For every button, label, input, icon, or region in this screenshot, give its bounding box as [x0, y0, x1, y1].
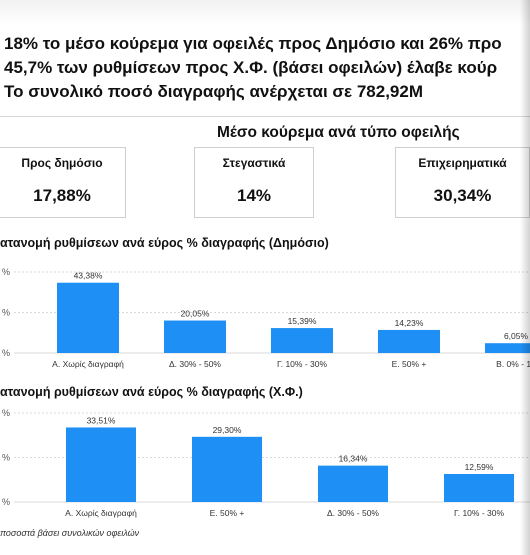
- data-label: 33,51%: [87, 415, 116, 425]
- headline-2: 45,7% των ρυθμίσεων προς Χ.Φ. (βάσει οφε…: [4, 58, 498, 77]
- kpi-card-public: Προς δημόσιο 17,88%: [0, 147, 126, 218]
- y-tick-label: %: [2, 408, 10, 418]
- category-label: Α. Χωρίς διαγραφή: [52, 359, 124, 369]
- y-tick-label: %: [2, 497, 10, 507]
- data-label: 43,38%: [74, 271, 103, 281]
- kpi-label: Προς δημόσιο: [21, 156, 103, 170]
- category-label: Α. Χωρίς διαγραφή: [65, 508, 137, 518]
- headline-3: Το συνολικό ποσό διαγραφής ανέρχεται σε …: [4, 82, 424, 101]
- kpi-label: Επιχειρηματικά: [418, 156, 507, 170]
- bar: [57, 282, 119, 353]
- category-label: Δ. 30% - 50%: [327, 508, 379, 518]
- category-label: Γ. 10% - 30%: [277, 359, 327, 369]
- data-label: 29,30%: [213, 425, 242, 435]
- bar: [192, 436, 262, 502]
- bar: [378, 329, 440, 353]
- data-label: 15,39%: [288, 316, 317, 326]
- y-tick-label: %: [2, 348, 10, 358]
- bar: [271, 328, 333, 353]
- divider: [0, 116, 530, 117]
- edge-shadow: [520, 0, 530, 555]
- bar: [318, 465, 388, 502]
- bar: [485, 343, 530, 353]
- data-label: 14,23%: [395, 318, 424, 328]
- y-tick-label: %: [2, 267, 10, 277]
- kpi-value: 14%: [236, 186, 272, 205]
- y-tick-label: %: [2, 453, 10, 463]
- kpi-value: 30,34%: [433, 186, 492, 205]
- chart-title-households: ατανομή ρυθμίσεων ανά εύρος % διαγραφής …: [0, 385, 303, 399]
- kpi-card-business: Επιχειρηματικά 30,34%: [395, 147, 530, 218]
- kpi-value: 17,88%: [33, 186, 91, 205]
- category-label: Δ. 30% - 50%: [169, 359, 221, 369]
- category-label: Ε. 50% +: [392, 359, 427, 369]
- kpi-card-housing: Στεγαστικά 14%: [194, 147, 314, 218]
- top-bar: [0, 0, 530, 26]
- category-label: Ε. 50% +: [210, 508, 245, 518]
- kpi-section-title: Μέσο κούρεμα ανά τύπο οφειλής: [217, 124, 460, 141]
- category-label: Γ. 10% - 30%: [454, 508, 504, 518]
- chart-title-public: ατανομή ρυθμίσεων ανά εύρος % διαγραφής …: [0, 236, 329, 250]
- data-label: 20,05%: [181, 309, 210, 319]
- bar: [444, 473, 514, 502]
- headline-1: 18% το μέσο κούρεμα για οφειλές προς Δημ…: [4, 34, 502, 53]
- bar: [66, 427, 136, 502]
- data-label: 16,34%: [339, 454, 368, 464]
- data-label: 12,59%: [465, 462, 494, 472]
- bar: [164, 320, 226, 353]
- kpi-label: Στεγαστικά: [222, 156, 286, 170]
- public-debt-bar-chart: %%% 43,38% Α. Χωρίς διαγραφή 20,05% Δ. 30% -…: [2, 267, 530, 369]
- y-tick-label: %: [2, 308, 10, 318]
- households-bar-chart: %%% 33,51% Α. Χωρίς διαγραφή 29,30% Ε. 50% +…: [2, 408, 530, 518]
- category-label: Β. 0% - 10: [496, 359, 530, 369]
- footnote: ποσοστά βάσει συνολικών οφειλών: [0, 528, 140, 538]
- data-label: 6,05%: [504, 331, 529, 341]
